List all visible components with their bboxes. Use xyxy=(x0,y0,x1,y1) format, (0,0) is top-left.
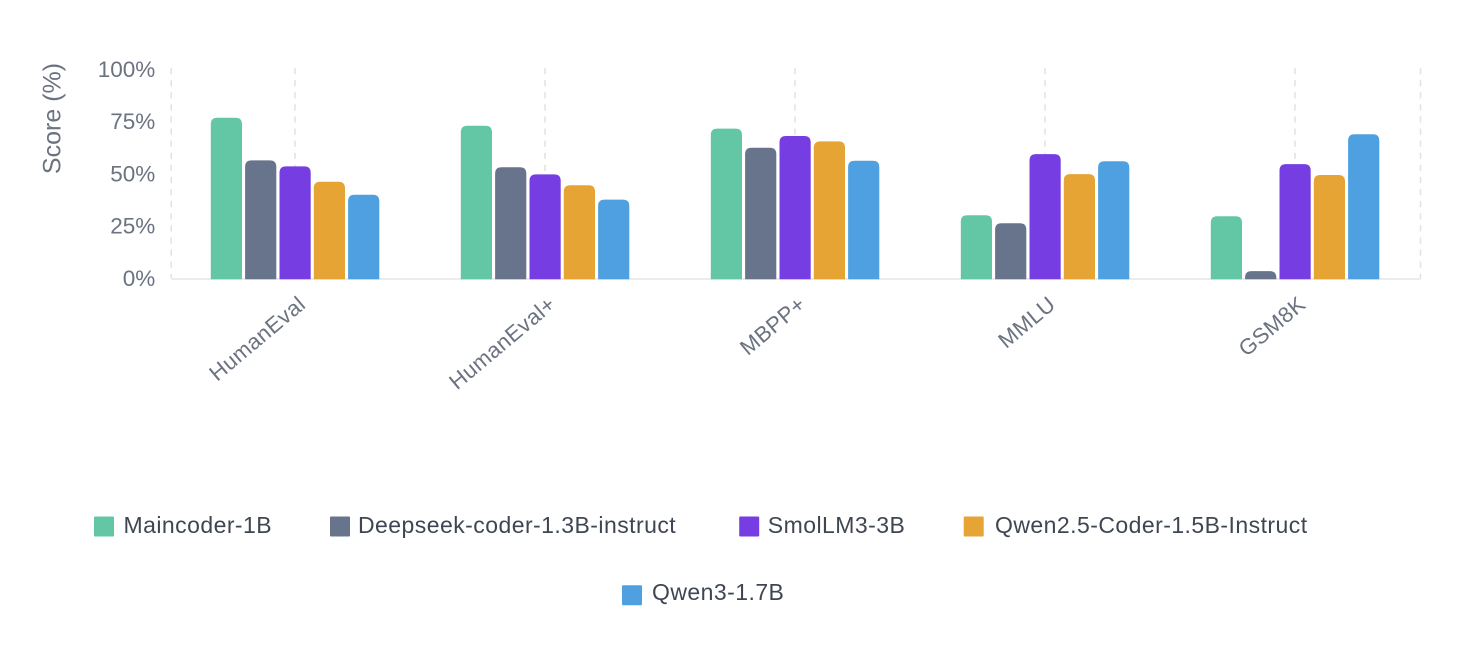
svg-text:Maincoder-1B: Maincoder-1B xyxy=(124,512,273,538)
svg-text:25%: 25% xyxy=(110,214,155,239)
svg-text:50%: 50% xyxy=(110,161,155,186)
svg-text:75%: 75% xyxy=(110,109,155,134)
svg-text:Score (%): Score (%) xyxy=(39,63,67,174)
svg-text:SmolLM3-3B: SmolLM3-3B xyxy=(768,512,905,538)
svg-text:0%: 0% xyxy=(123,266,156,291)
svg-text:100%: 100% xyxy=(98,57,156,82)
svg-text:Deepseek-coder-1.3B-instruct: Deepseek-coder-1.3B-instruct xyxy=(358,512,676,538)
svg-text:Qwen2.5-Coder-1.5B-Instruct: Qwen2.5-Coder-1.5B-Instruct xyxy=(995,512,1308,538)
svg-text:Qwen3-1.7B: Qwen3-1.7B xyxy=(652,579,784,605)
